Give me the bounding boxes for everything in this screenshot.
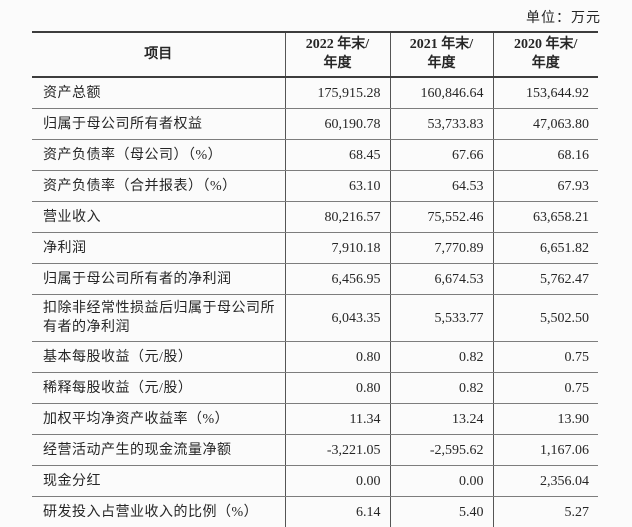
header-2022-line1: 2022 年末/ [286,35,390,54]
header-2022-line2: 年度 [286,54,390,73]
row-label: 扣除非经常性损益后归属于母公司所有者的净利润 [32,295,285,342]
value-2020: 153,644.92 [493,77,598,109]
value-2021: 0.82 [390,342,493,373]
financial-summary-table: 项目 2022 年末/ 年度 2021 年末/ 年度 2020 年末/ 年度 资… [32,31,598,527]
value-2022: 80,216.57 [285,202,390,233]
header-2020-line1: 2020 年末/ [494,35,599,54]
row-label: 现金分红 [32,466,285,497]
table-row: 扣除非经常性损益后归属于母公司所有者的净利润 6,043.35 5,533.77… [32,295,598,342]
value-2021: -2,595.62 [390,435,493,466]
value-2021: 5,533.77 [390,295,493,342]
table-row: 基本每股收益（元/股） 0.80 0.82 0.75 [32,342,598,373]
value-2020: 63,658.21 [493,202,598,233]
value-2020: 68.16 [493,140,598,171]
row-label: 经营活动产生的现金流量净额 [32,435,285,466]
value-2021: 67.66 [390,140,493,171]
table-row: 资产负债率（母公司）（%） 68.45 67.66 68.16 [32,140,598,171]
value-2022: 63.10 [285,171,390,202]
value-2022: 11.34 [285,404,390,435]
value-2020: 0.75 [493,373,598,404]
table-row: 营业收入 80,216.57 75,552.46 63,658.21 [32,202,598,233]
table-body: 资产总额 175,915.28 160,846.64 153,644.92 归属… [32,77,598,527]
table-row: 稀释每股收益（元/股） 0.80 0.82 0.75 [32,373,598,404]
header-2020-line2: 年度 [494,54,599,73]
header-row: 项目 2022 年末/ 年度 2021 年末/ 年度 2020 年末/ 年度 [32,32,598,77]
value-2021: 0.00 [390,466,493,497]
value-2021: 5.40 [390,497,493,527]
value-2022: 0.00 [285,466,390,497]
row-label: 资产总额 [32,77,285,109]
header-2021-line2: 年度 [391,54,493,73]
value-2022: 175,915.28 [285,77,390,109]
table-row: 经营活动产生的现金流量净额 -3,221.05 -2,595.62 1,167.… [32,435,598,466]
header-2021: 2021 年末/ 年度 [390,32,493,77]
value-2021: 160,846.64 [390,77,493,109]
value-2022: 6,043.35 [285,295,390,342]
table-header: 项目 2022 年末/ 年度 2021 年末/ 年度 2020 年末/ 年度 [32,32,598,77]
value-2020: 2,356.04 [493,466,598,497]
row-label: 净利润 [32,233,285,264]
header-2022: 2022 年末/ 年度 [285,32,390,77]
row-label: 加权平均净资产收益率（%） [32,404,285,435]
header-2021-line1: 2021 年末/ [391,35,493,54]
table-row: 归属于母公司所有者权益 60,190.78 53,733.83 47,063.8… [32,109,598,140]
value-2021: 0.82 [390,373,493,404]
value-2022: 6,456.95 [285,264,390,295]
value-2020: 1,167.06 [493,435,598,466]
value-2022: 7,910.18 [285,233,390,264]
value-2020: 5,502.50 [493,295,598,342]
unit-label: 单位：万元 [526,7,601,27]
row-label: 归属于母公司所有者的净利润 [32,264,285,295]
value-2020: 0.75 [493,342,598,373]
row-label: 营业收入 [32,202,285,233]
value-2021: 64.53 [390,171,493,202]
value-2020: 5,762.47 [493,264,598,295]
table-row: 现金分红 0.00 0.00 2,356.04 [32,466,598,497]
value-2021: 75,552.46 [390,202,493,233]
row-label: 归属于母公司所有者权益 [32,109,285,140]
table-row: 资产总额 175,915.28 160,846.64 153,644.92 [32,77,598,109]
value-2020: 67.93 [493,171,598,202]
value-2020: 5.27 [493,497,598,527]
value-2020: 13.90 [493,404,598,435]
value-2021: 6,674.53 [390,264,493,295]
table-row: 加权平均净资产收益率（%） 11.34 13.24 13.90 [32,404,598,435]
value-2020: 47,063.80 [493,109,598,140]
row-label: 资产负债率（母公司）（%） [32,140,285,171]
value-2022: 60,190.78 [285,109,390,140]
value-2021: 53,733.83 [390,109,493,140]
value-2022: 6.14 [285,497,390,527]
value-2022: 0.80 [285,342,390,373]
row-label: 研发投入占营业收入的比例（%） [32,497,285,527]
row-label: 稀释每股收益（元/股） [32,373,285,404]
table-row: 研发投入占营业收入的比例（%） 6.14 5.40 5.27 [32,497,598,527]
value-2020: 6,651.82 [493,233,598,264]
table-row: 归属于母公司所有者的净利润 6,456.95 6,674.53 5,762.47 [32,264,598,295]
row-label: 资产负债率（合并报表）（%） [32,171,285,202]
table-row: 净利润 7,910.18 7,770.89 6,651.82 [32,233,598,264]
table-row: 资产负债率（合并报表）（%） 63.10 64.53 67.93 [32,171,598,202]
value-2021: 13.24 [390,404,493,435]
value-2022: 0.80 [285,373,390,404]
header-2020: 2020 年末/ 年度 [493,32,598,77]
value-2021: 7,770.89 [390,233,493,264]
row-label: 基本每股收益（元/股） [32,342,285,373]
value-2022: 68.45 [285,140,390,171]
header-item: 项目 [32,32,285,77]
value-2022: -3,221.05 [285,435,390,466]
